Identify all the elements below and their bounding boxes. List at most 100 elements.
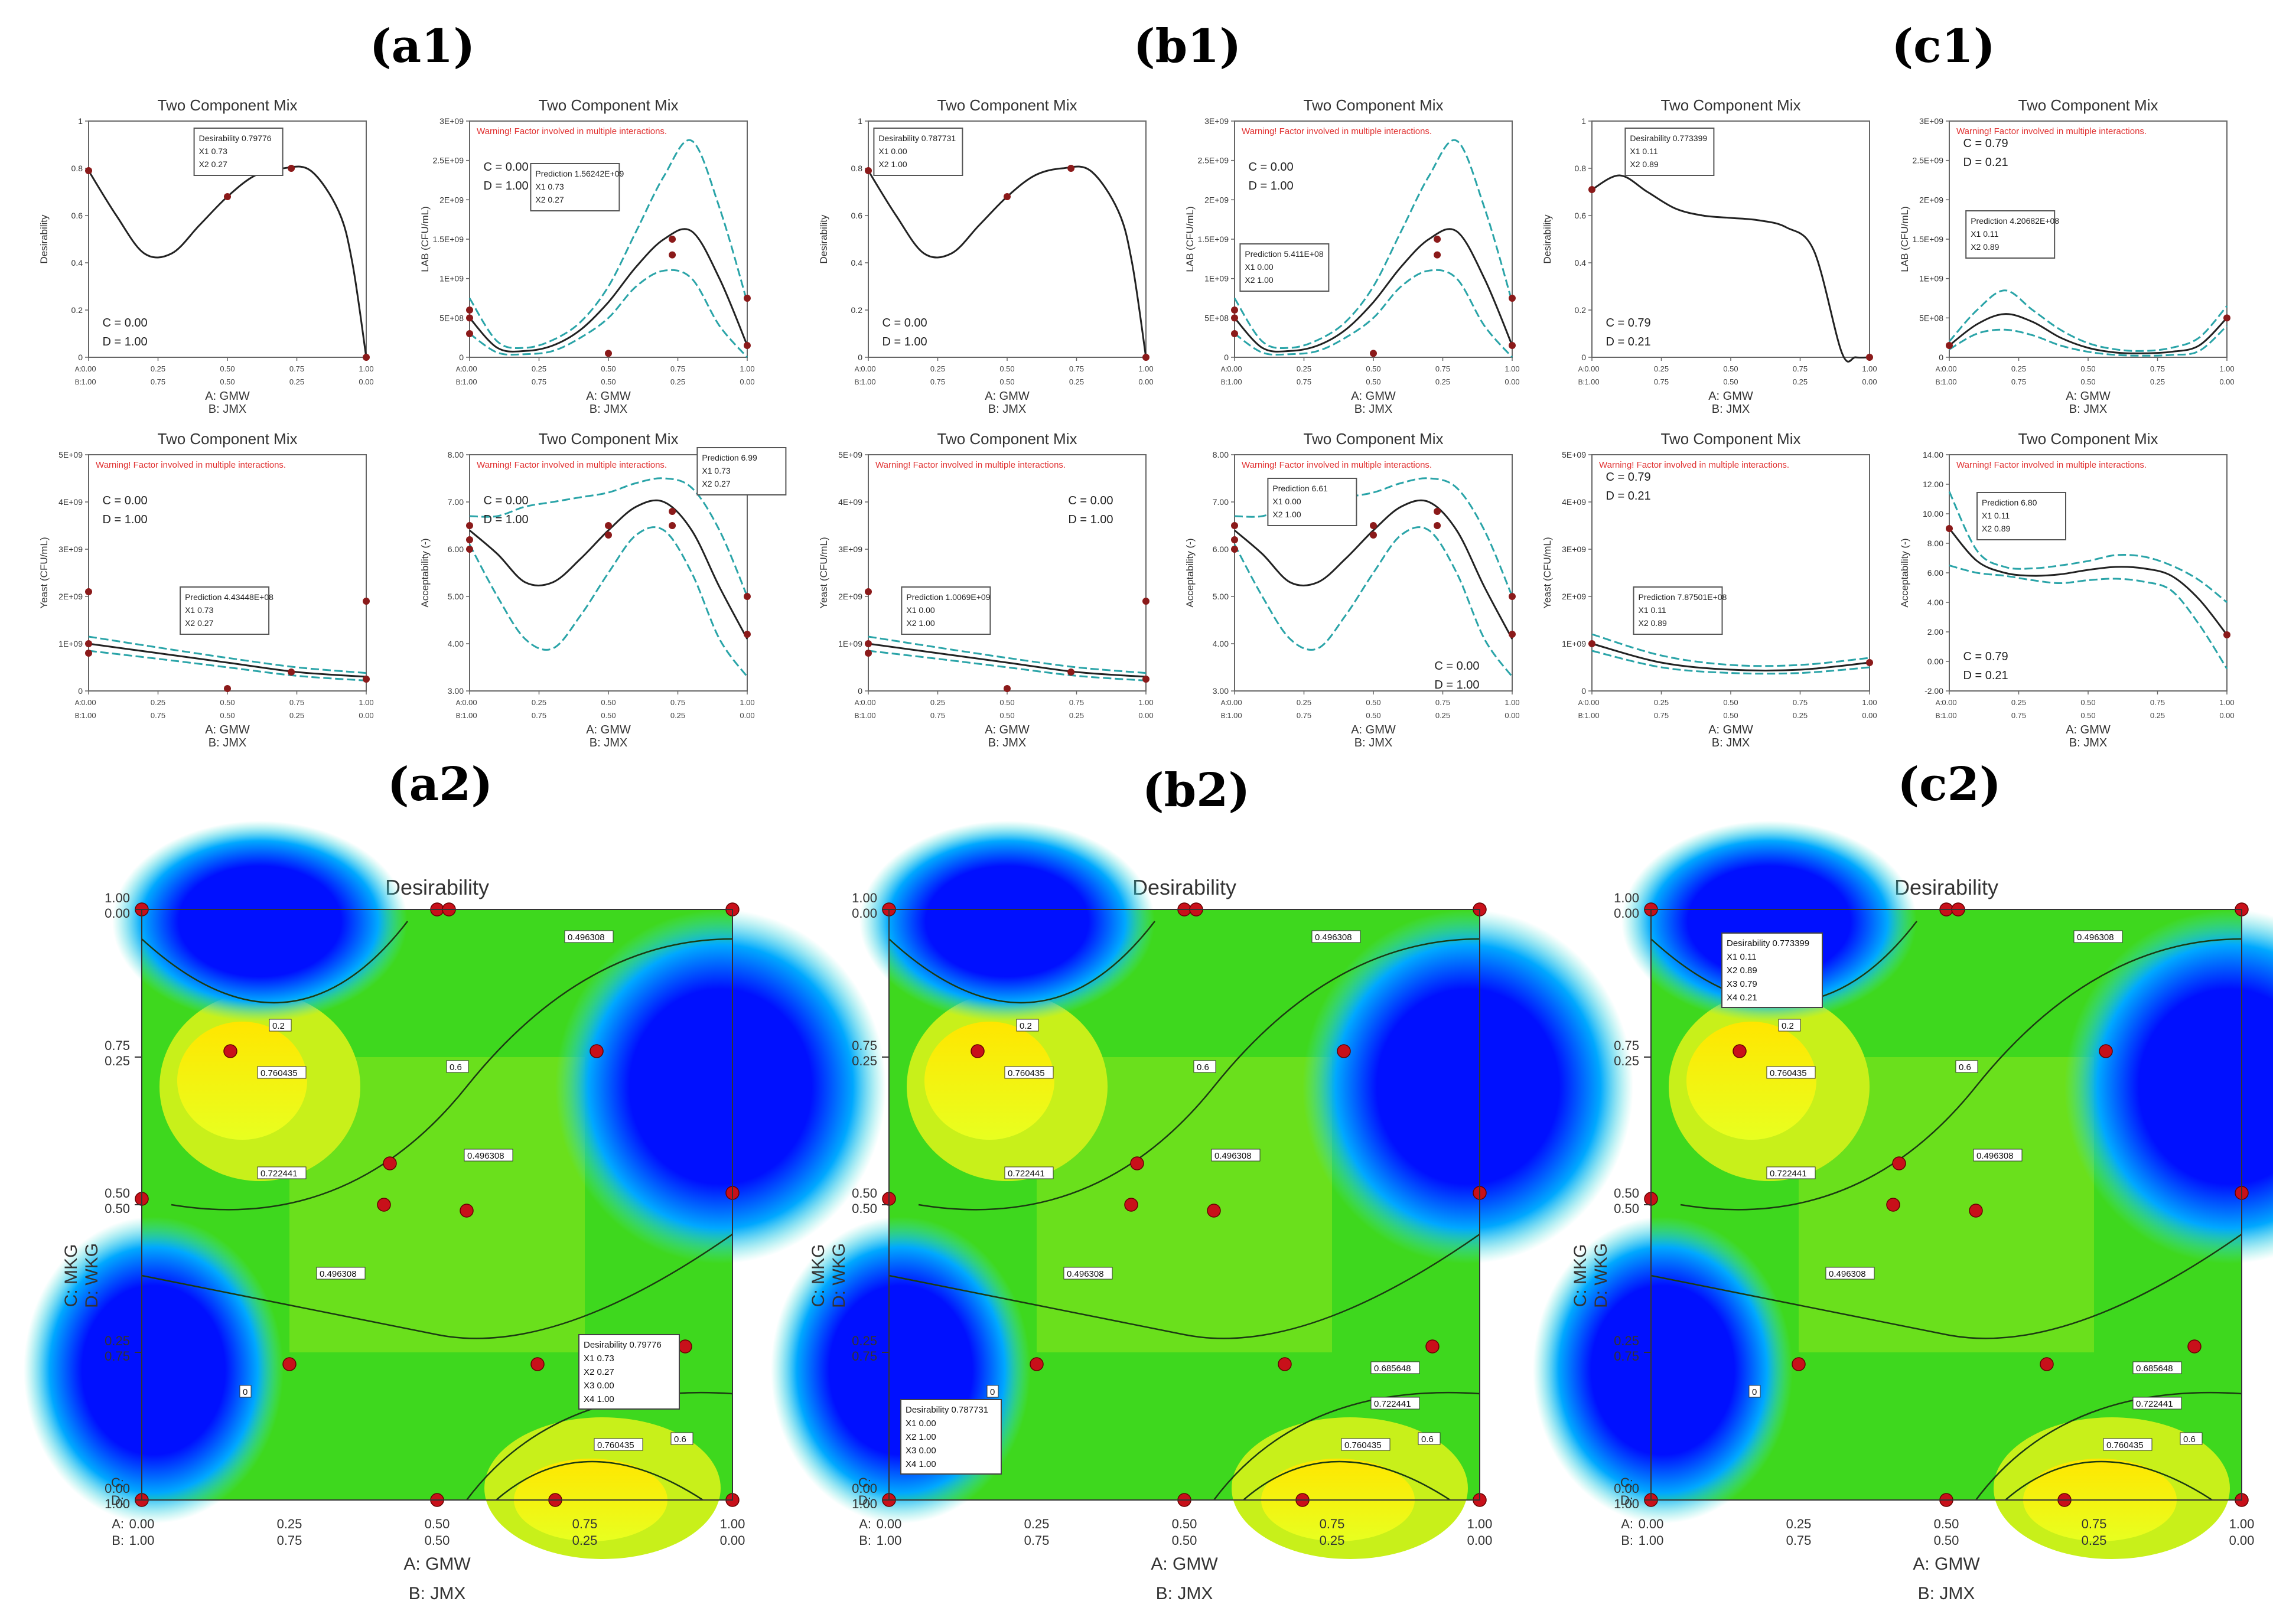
design-point [1946,525,1953,532]
x-tick-label-a: 1.00 [740,364,754,373]
y-tick-label: 7.00 [1213,497,1229,507]
plot-frame [1234,120,1513,358]
info-box-line: X2 0.89 [1982,524,2010,533]
y-tick-label: 14.00 [1923,450,1943,459]
fitted-curve [1591,174,1870,363]
ci-upper-line [1233,139,1513,349]
chart-title: Two Component Mix [1661,430,1801,448]
x-tick-label-b: 0.50 [999,377,1014,386]
chart-title: Two Component Mix [1304,96,1444,114]
design-point [466,306,473,314]
x-tick-label-a: 0.00 [877,1517,902,1531]
x-tick-label-b: 0.00 [1138,711,1153,720]
design-point [466,314,473,322]
design-point [2099,1044,2113,1058]
x-tick-label-b: 0.00 [1862,711,1877,720]
chart-b1-yeast: Two Component Mix 0 1E+09 2E+09 3E+09 4E+09 5E… [818,430,1154,749]
x-axis-label-b: B: JMX [590,736,627,749]
info-box [1633,586,1723,635]
contour-line [918,938,1480,1211]
y-tick-label: 0.6 [851,211,863,220]
design-point [1588,640,1595,647]
contour-low-region-left [1533,1217,1793,1524]
x-tick-label-b: 0.75 [1297,711,1311,720]
x-tick-label-a: 1.00 [740,698,754,707]
panel-label-a2: (a2) [387,758,493,811]
info-box [193,128,284,176]
x-row-prefix-b: B: [1621,1533,1633,1548]
y-tick-label-c: 0.25 [852,1333,877,1348]
y-tick-label-c: 0.50 [1614,1186,1639,1201]
contour-label: 0.760435 [1770,1068,1807,1078]
c-value-text: C = 0.79 [1606,471,1651,484]
x-tick-label-a: 0.75 [670,698,685,707]
x-tick-label-a: 0.50 [1366,698,1380,707]
design-point [1337,1044,1351,1058]
fitted-curve [1949,313,2228,354]
y-tick-label-c: 0.75 [1614,1038,1639,1053]
x-tick-label-a: 1.00 [1138,364,1153,373]
design-point [1434,236,1441,243]
c-value-text: C = 0.79 [1963,650,2008,663]
y-tick-label: 0.00 [1927,657,1943,666]
contour-label: 0.496308 [320,1269,357,1279]
design-point [744,295,751,302]
y-tick-label: 0 [1581,686,1586,696]
x-tick-label-a: 0.00 [462,698,477,707]
x-tick-label-a: 1.00 [1505,698,1519,707]
info-box-line: X1 0.73 [584,1354,614,1364]
contour-label: 0 [1752,1387,1757,1397]
x-tick-label-a: 0.50 [1934,1517,1959,1531]
info-box-line: Prediction 5.411E+08 [1245,249,1323,259]
design-point [669,522,676,529]
contour-label-box [1370,1361,1420,1374]
x-axis-label-b: B: JMX [1918,1584,1975,1603]
info-box-line: X2 1.00 [906,1432,936,1442]
x-tick-label-b: 0.00 [2219,377,2234,386]
design-point [590,1044,604,1058]
design-point [669,251,676,259]
x-tick-label-b: 0.75 [2011,711,2026,720]
y-axis-label: Yeast (CFU/mL) [818,537,829,608]
row-prefix-d: D: [858,1493,871,1508]
y-tick-label: 0 [1224,353,1229,362]
x-tick-label-b: 0.50 [601,377,616,386]
y-axis-label: Desirability [818,214,829,264]
ci-lower-line [1233,526,1513,677]
info-box-line: Prediction 6.99 [702,453,757,462]
y-tick-label-c: 1.00 [1614,891,1639,905]
x-tick-label-b: 1.00 [1942,377,1956,386]
contour-line [888,921,1155,1004]
x-tick-label-b: 0.75 [1297,377,1311,386]
d-value-text: D = 0.21 [1606,490,1651,503]
y-tick-label: -2.00 [1924,686,1943,696]
x-axis-label-b: B: JMX [409,1584,466,1603]
y-tick-label: 1.5E+09 [1197,234,1229,244]
design-point [744,342,751,349]
contour-label: 0.685648 [1374,1364,1411,1374]
x-tick-label-b: 0.75 [930,711,945,720]
info-box-line: Desirability 0.773399 [1727,938,1809,948]
contour-line [888,1233,1480,1339]
y-tick-label: 4.00 [1213,639,1229,648]
y-tick-label: 3E+09 [838,544,862,554]
contour-line [1213,1391,1480,1501]
info-box-line: X1 0.73 [199,146,227,156]
x-tick-label-a: 0.25 [1654,698,1669,707]
chart-a1-acceptability: Two Component Mix 3.00 4.00 5.00 6.00 7.00 8.0… [419,430,787,749]
x-row-prefix-b: B: [1578,712,1585,720]
chart-title: Two Component Mix [158,96,298,114]
x-row-prefix-b: B: [859,1533,871,1548]
y-tick-label-c: 0.00 [852,1481,877,1496]
info-box-line: X2 0.89 [1971,242,1999,252]
x-tick-label-b: 1.00 [1584,377,1599,386]
x-row-prefix-a: A: [75,699,82,707]
y-axis-label: Yeast (CFU/mL) [1542,537,1553,608]
d-value-text: D = 0.21 [1606,335,1651,348]
y-tick-label-d: 1.00 [105,1496,130,1511]
x-tick-label-a: 0.25 [1297,698,1311,707]
panel-label-b2: (b2) [1142,764,1251,817]
x-tick-label-a: 1.00 [2219,364,2234,373]
design-point [1792,1357,1806,1371]
y-tick-label: 0.8 [71,164,83,173]
